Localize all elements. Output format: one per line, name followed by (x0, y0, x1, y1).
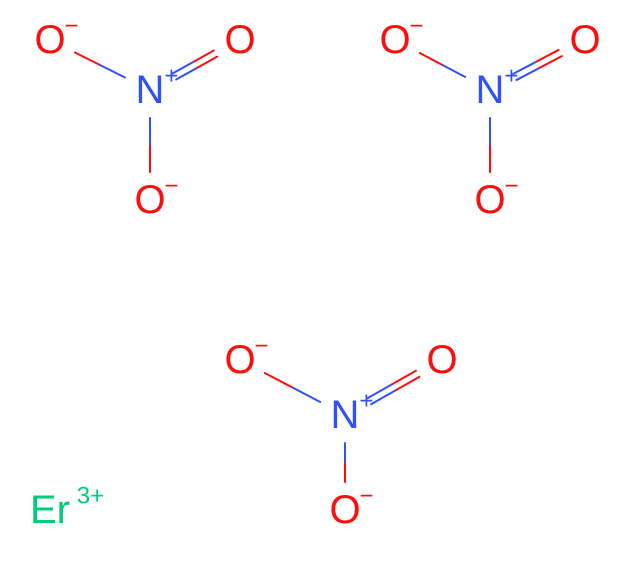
atom-charge: − (254, 333, 268, 360)
atom-label: O (134, 178, 165, 222)
atom-label: O (224, 18, 255, 62)
atom-charge: − (504, 173, 518, 200)
atom-label: O (474, 178, 505, 222)
atom-charge: 3+ (77, 483, 104, 510)
atom-charge: − (409, 13, 423, 40)
atom-label: N (331, 393, 360, 437)
atom-o_tl_r: O (224, 18, 255, 62)
atom-label: N (136, 68, 165, 112)
atom-charge: − (64, 13, 78, 40)
molecule-diagram: Er3+N+O−OO−N+O−OO−N+O−OO− (0, 0, 623, 576)
atom-label: N (476, 68, 505, 112)
atom-label: Er (30, 488, 70, 532)
atom-o_bl_r: O (426, 338, 457, 382)
atom-label: O (224, 338, 255, 382)
atom-label: O (569, 18, 600, 62)
atom-label: O (329, 488, 360, 532)
atom-label: O (34, 18, 65, 62)
atom-charge: − (164, 173, 178, 200)
atom-label: O (379, 18, 410, 62)
atom-o_tr_r: O (569, 18, 600, 62)
atom-charge: + (164, 63, 178, 90)
atom-label: O (426, 338, 457, 382)
atom-charge: + (359, 388, 373, 415)
atom-charge: − (359, 483, 373, 510)
atom-charge: + (504, 63, 518, 90)
